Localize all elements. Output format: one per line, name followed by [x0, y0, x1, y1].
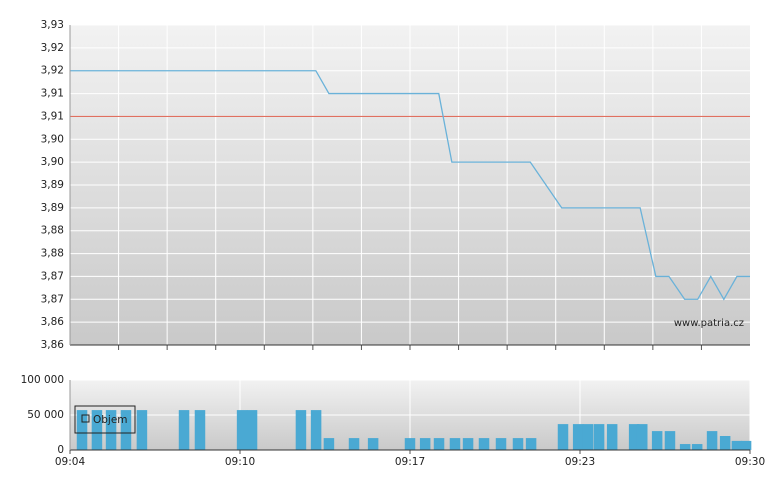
- volume-bar: [557, 424, 569, 450]
- y-tick-label: 3,86: [41, 316, 65, 328]
- x-tick-label: 09:04: [55, 456, 86, 468]
- volume-bar: [478, 438, 490, 450]
- y-tick-label: 3,89: [41, 202, 64, 214]
- legend-label: Objem: [93, 414, 128, 426]
- volume-bar: [178, 410, 190, 450]
- volume-bar: [310, 410, 322, 450]
- x-tick-label: 09:30: [735, 456, 765, 468]
- y-tick-label: 3,90: [41, 133, 64, 145]
- y-tick-label: 3,91: [41, 88, 64, 100]
- volume-bar: [628, 424, 640, 450]
- volume-bar: [105, 410, 117, 450]
- volume-bar: [495, 438, 507, 450]
- volume-bar: [136, 410, 148, 450]
- volume-bar: [194, 410, 206, 450]
- volume-bar: [462, 438, 474, 450]
- volume-bar: [525, 438, 537, 450]
- y-tick-label: 3,88: [41, 225, 64, 237]
- y-tick-label: 100 000: [21, 374, 64, 386]
- volume-bar: [606, 424, 618, 450]
- legend-swatch: [81, 414, 90, 423]
- volume-bar: [433, 438, 445, 450]
- volume-bar: [91, 410, 103, 450]
- y-tick-label: 3,86: [41, 339, 65, 351]
- x-tick-label: 09:23: [565, 456, 595, 468]
- volume-bar: [651, 431, 663, 450]
- volume-bar: [236, 410, 248, 450]
- volume-bar: [679, 444, 691, 450]
- volume-bar: [512, 438, 524, 450]
- volume-bar: [295, 410, 307, 450]
- y-tick-label: 3,91: [41, 110, 64, 122]
- volume-bar: [404, 438, 416, 450]
- volume-bar: [706, 431, 718, 450]
- volume-bar: [582, 424, 594, 450]
- volume-bar: [593, 424, 605, 450]
- volume-bar: [636, 424, 648, 450]
- volume-bar: [367, 438, 379, 450]
- volume-bar: [572, 424, 584, 450]
- y-tick-label: 3,87: [41, 293, 64, 305]
- volume-bar: [76, 410, 88, 450]
- watermark: www.patria.cz: [674, 318, 744, 329]
- volume-bar: [323, 438, 335, 450]
- legend-box: [74, 405, 136, 434]
- volume-bar: [348, 438, 360, 450]
- y-tick-label: 3,90: [41, 156, 64, 168]
- y-tick-label: 50 000: [27, 409, 64, 421]
- volume-bar: [731, 440, 743, 450]
- y-tick-label: 3,89: [41, 179, 64, 191]
- y-tick-label: 3,87: [41, 270, 64, 282]
- x-tick-label: 09:10: [225, 456, 255, 468]
- x-tick-label: 09:17: [395, 456, 425, 468]
- y-tick-label: 3,93: [41, 19, 64, 31]
- volume-bar: [740, 440, 752, 450]
- y-tick-label: 0: [57, 444, 64, 456]
- price-line: [70, 70, 750, 301]
- volume-bar: [419, 438, 431, 450]
- y-tick-label: 3,92: [41, 42, 64, 54]
- volume-bar: [719, 436, 731, 450]
- y-tick-label: 3,92: [41, 65, 64, 77]
- y-tick-label: 3,88: [41, 248, 64, 260]
- volume-bar: [449, 438, 461, 450]
- volume-bar: [246, 410, 258, 450]
- volume-bar: [691, 444, 703, 450]
- volume-bar: [664, 431, 676, 450]
- volume-bar: [120, 410, 132, 450]
